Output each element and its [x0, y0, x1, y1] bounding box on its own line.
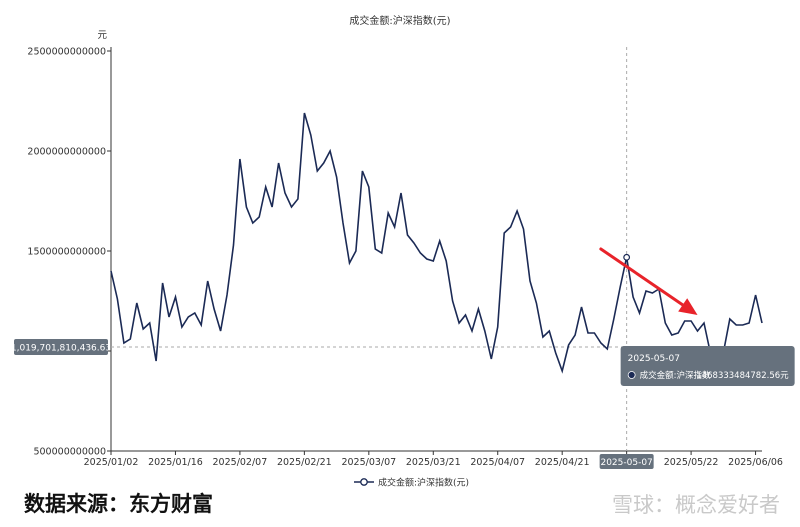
- tooltip-series-name: 成交金额:沪深指数: [640, 370, 711, 381]
- tooltip-box: [620, 346, 795, 386]
- annotation-arrow-shaft: [599, 247, 685, 307]
- crosshair-y-label: 1,019,701,810,436.63: [11, 344, 111, 354]
- crosshair-x-label: 2025-05-07: [600, 458, 652, 468]
- annotation-arrow-head: [678, 298, 698, 315]
- legend-marker: [360, 478, 368, 486]
- x-tick-label: 2025/04/07: [470, 457, 525, 468]
- x-tick-label: 2025/06/06: [728, 457, 783, 468]
- y-tick-label: 2000000000000: [27, 147, 106, 158]
- tooltip-series-marker: [627, 371, 636, 379]
- tooltip-value: 1468333484782.56元: [696, 371, 789, 381]
- legend-label: 成交金额:沪深指数(元): [378, 477, 469, 489]
- y-axis-unit: 元: [97, 30, 107, 41]
- crosshair-x-label-bg: [599, 454, 654, 469]
- crosshair-y-label-bg: [14, 339, 108, 356]
- x-tick-label: 2025/01/02: [84, 457, 139, 468]
- y-tick-label: 2500000000000: [27, 47, 106, 58]
- y-tick-label: 1500000000000: [27, 247, 106, 258]
- x-tick-label: 2025/02/21: [277, 457, 332, 468]
- tooltip-date: 2025-05-07: [628, 354, 680, 364]
- chart-title: 成交金额:沪深指数(元): [349, 14, 450, 27]
- series-line-0: [110, 112, 763, 374]
- y-tick-label: 500000000000: [33, 447, 106, 458]
- x-tick-label: 2025/05/22: [664, 457, 719, 468]
- watermark: 雪球：概念爱好者: [612, 493, 780, 517]
- highlighted-point: [623, 253, 631, 261]
- x-tick-label: 2025/03/07: [341, 457, 396, 468]
- x-tick-label: 2025/04/21: [535, 457, 590, 468]
- data-source-caption: 数据来源：东方财富: [24, 492, 213, 516]
- x-tick-label: 2025/03/21: [406, 457, 461, 468]
- x-tick-label: 2025/02/07: [213, 457, 268, 468]
- x-tick-label: 2025/01/16: [148, 457, 203, 468]
